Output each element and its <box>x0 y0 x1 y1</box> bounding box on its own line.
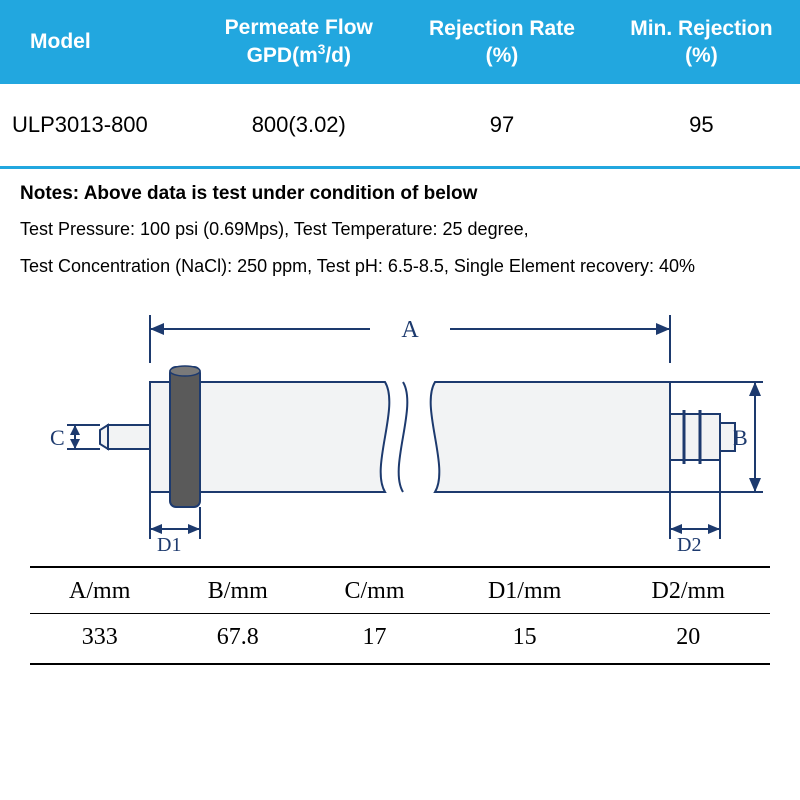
col-permeate-l1: Permeate Flow <box>225 16 373 39</box>
dim-col-d2: D2/mm <box>606 567 770 614</box>
cell-rejection: 97 <box>401 84 603 168</box>
col-minrej-l1: Min. Rejection <box>630 17 772 40</box>
spec-table: Model Permeate Flow GPD(m3/d) Rejection … <box>0 0 800 169</box>
col-rejection: Rejection Rate (%) <box>401 0 603 84</box>
dim-data-row: 333 67.8 17 15 20 <box>30 613 770 664</box>
svg-text:D1: D1 <box>157 534 181 552</box>
cell-minrej: 95 <box>603 84 800 168</box>
notes-line-2: Test Concentration (NaCl): 250 ppm, Test… <box>20 254 780 279</box>
col-permeate-l2: GPD(m3/d) <box>247 44 351 67</box>
svg-text:A: A <box>401 317 419 343</box>
col-model: Model <box>0 0 196 84</box>
cell-model: ULP3013-800 <box>0 84 196 168</box>
col-permeate: Permeate Flow GPD(m3/d) <box>196 0 401 84</box>
svg-text:C: C <box>50 425 65 450</box>
col-minrej: Min. Rejection (%) <box>603 0 800 84</box>
dim-col-d1: D1/mm <box>443 567 607 614</box>
notes-line-1: Test Pressure: 100 psi (0.69Mps), Test T… <box>20 217 780 242</box>
dim-header-row: A/mm B/mm C/mm D1/mm D2/mm <box>30 567 770 614</box>
spec-row: ULP3013-800 800(3.02) 97 95 <box>0 84 800 168</box>
notes-title: Notes: Above data is test under conditio… <box>20 183 780 205</box>
dim-val-d2: 20 <box>606 613 770 664</box>
dim-col-a: A/mm <box>30 567 169 614</box>
dimension-table: A/mm B/mm C/mm D1/mm D2/mm 333 67.8 17 1… <box>30 566 770 665</box>
cell-permeate: 800(3.02) <box>196 84 401 168</box>
col-rejection-l2: (%) <box>486 44 519 67</box>
dim-val-a: 333 <box>30 613 169 664</box>
col-model-l1: Model <box>30 30 91 53</box>
svg-text:D2: D2 <box>677 534 701 552</box>
dim-val-c: 17 <box>306 613 443 664</box>
dim-col-c: C/mm <box>306 567 443 614</box>
dim-col-b: B/mm <box>169 567 306 614</box>
col-rejection-l1: Rejection Rate <box>429 17 575 40</box>
notes-block: Notes: Above data is test under conditio… <box>0 169 800 301</box>
dimension-diagram: A C B D1 D2 <box>0 301 800 566</box>
dim-val-b: 67.8 <box>169 613 306 664</box>
svg-text:B: B <box>733 425 748 450</box>
diagram-svg: A C B D1 D2 <box>30 307 770 552</box>
dim-val-d1: 15 <box>443 613 607 664</box>
col-minrej-l2: (%) <box>685 44 718 67</box>
spec-table-header: Model Permeate Flow GPD(m3/d) Rejection … <box>0 0 800 84</box>
